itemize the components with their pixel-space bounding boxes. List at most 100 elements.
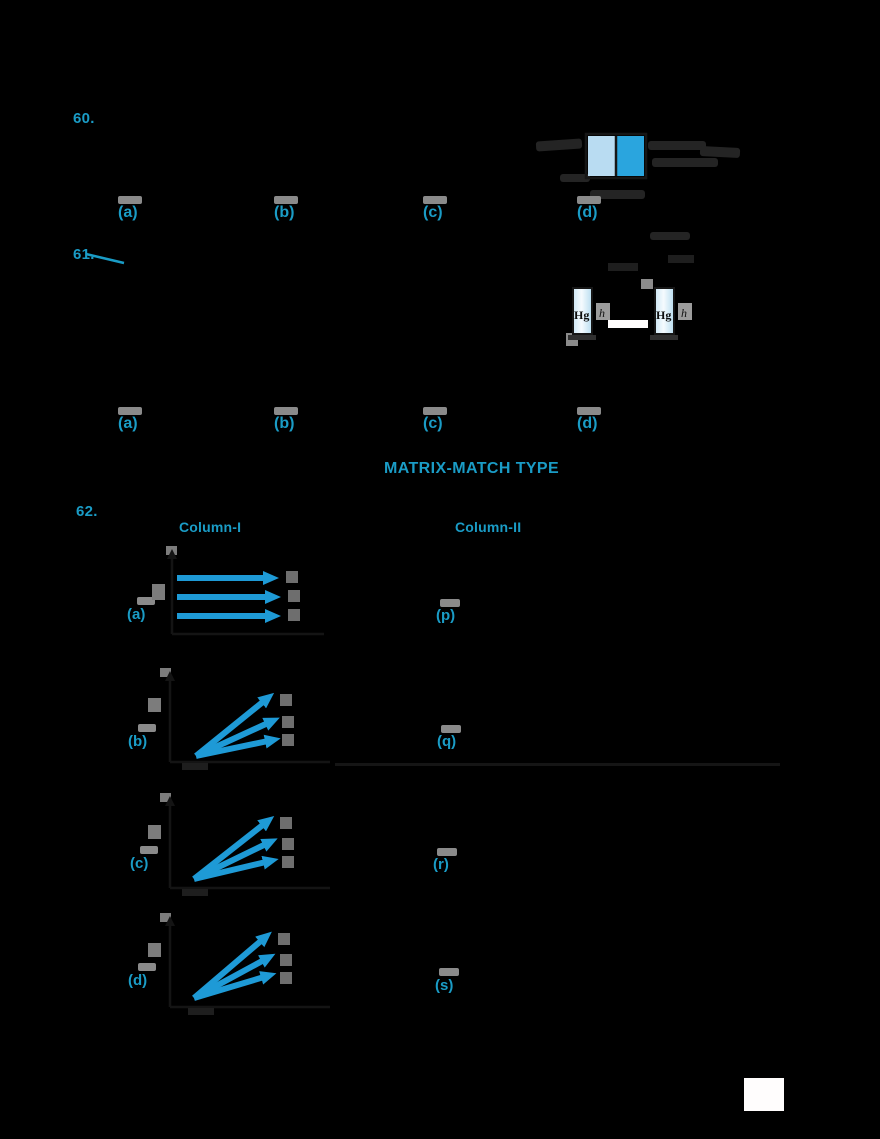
diagram-ghost xyxy=(148,825,161,839)
diagram-ghost xyxy=(282,734,294,746)
figure60-ghost-text xyxy=(652,158,718,167)
diagram-a-parallel-arrows xyxy=(152,546,324,636)
velocity-arrow xyxy=(194,692,275,759)
gas-chamber-right xyxy=(616,136,644,176)
barometer-ghost xyxy=(668,255,694,263)
diagram-ghost xyxy=(280,817,292,829)
section-header: MATRIX-MATCH TYPE xyxy=(384,460,560,477)
barometer-ghost-label xyxy=(641,279,653,289)
mercury-tube-a xyxy=(572,287,593,335)
diagram-ghost xyxy=(282,856,294,868)
diagram-ghost xyxy=(148,698,161,712)
problem-61-stray-mark xyxy=(85,252,125,265)
option-ghost-cap xyxy=(577,196,601,204)
match-left-b: (b) xyxy=(128,733,148,750)
velocity-arrow xyxy=(195,734,281,759)
match-right-r: (r) xyxy=(433,856,449,873)
match-left-c: (c) xyxy=(130,855,149,872)
match-ghost-cap xyxy=(138,963,156,971)
diagram-ghost xyxy=(282,838,294,850)
page-number-box xyxy=(744,1078,784,1111)
barometer-a-base xyxy=(568,335,596,340)
problem-60-option-a: (a) xyxy=(118,204,138,221)
mercury-label-b: Hg xyxy=(656,308,671,322)
diagram-ghost xyxy=(286,571,298,583)
diagram-ghost xyxy=(152,584,165,600)
match-ghost-cap xyxy=(140,846,158,854)
column-2-header: Column-II xyxy=(455,519,522,535)
diagram-ghost xyxy=(282,716,294,728)
barometer-divider-dash xyxy=(608,320,648,328)
diagram-ghost xyxy=(280,694,292,706)
match-ghost-cap xyxy=(138,724,156,732)
diagram-ghost xyxy=(160,668,171,677)
diagram-ghost xyxy=(278,933,290,945)
problem-61-option-c: (c) xyxy=(423,415,443,432)
match-right-p: (p) xyxy=(436,607,456,624)
figure60-ghost-text xyxy=(535,138,583,152)
match-ghost-cap xyxy=(440,599,460,607)
diagram-c-arrow-fan xyxy=(148,793,330,896)
figure60-ghost-text xyxy=(650,232,690,240)
height-label-a: h xyxy=(599,306,605,320)
problem-62-number: 62. xyxy=(76,503,98,520)
height-label-b: h xyxy=(681,306,687,320)
velocity-arrow xyxy=(192,815,275,882)
match-ghost-cap xyxy=(441,725,461,733)
match-right-s: (s) xyxy=(435,977,454,994)
height-tag-b xyxy=(678,303,692,320)
option-ghost-cap xyxy=(577,407,601,415)
option-ghost-cap xyxy=(274,196,298,204)
velocity-arrow xyxy=(193,971,277,1001)
match-ghost-cap xyxy=(437,848,457,856)
gas-chamber-border xyxy=(584,132,648,180)
figure60-ghost-text xyxy=(648,141,706,150)
problem-60-number: 60. xyxy=(73,110,95,127)
option-ghost-cap xyxy=(274,407,298,415)
problem-61-number: 61. xyxy=(73,246,95,263)
problem-61-option-d: (d) xyxy=(577,415,598,432)
axis-arrowhead xyxy=(165,796,175,806)
ghost-rule-line xyxy=(335,763,780,766)
gas-chamber-left xyxy=(588,136,616,176)
diagram-ghost xyxy=(288,590,300,602)
gas-chambers-figure xyxy=(584,132,648,180)
option-ghost-cap xyxy=(423,196,447,204)
match-left-a: (a) xyxy=(127,606,146,623)
option-ghost-cap xyxy=(118,196,142,204)
diagram-d-arrow-fan xyxy=(148,913,330,1015)
match-right-q: (q) xyxy=(437,733,457,750)
match-ghost-cap xyxy=(137,597,155,605)
axis-arrowhead xyxy=(165,916,175,926)
column-1-header: Column-I xyxy=(179,519,242,535)
figure60-ghost-text xyxy=(560,174,590,182)
figure60-ghost-text xyxy=(590,190,645,199)
axis-arrowhead xyxy=(165,671,175,681)
diagram-ghost xyxy=(280,954,292,966)
mercury-label-a: Hg xyxy=(574,308,589,322)
option-ghost-cap xyxy=(423,407,447,415)
diagram-ghost xyxy=(188,1008,214,1015)
option-ghost-cap xyxy=(118,407,142,415)
barometer-b-base xyxy=(650,335,678,340)
problem-61-option-b: (b) xyxy=(274,415,295,432)
diagram-ghost xyxy=(288,609,300,621)
problem-60-option-b: (b) xyxy=(274,204,295,221)
diagram-ghost xyxy=(148,943,161,957)
problem-60-option-d: (d) xyxy=(577,204,598,221)
diagram-ghost xyxy=(182,889,208,896)
height-tag-a xyxy=(596,303,610,320)
diagram-ghost xyxy=(160,793,171,802)
axis-arrowhead xyxy=(167,549,177,559)
problem-61-option-a: (a) xyxy=(118,415,138,432)
mercury-tube-b xyxy=(654,287,675,335)
diagram-ghost xyxy=(160,913,171,922)
problem-60-option-c: (c) xyxy=(423,204,443,221)
match-ghost-cap xyxy=(439,968,459,976)
barometers-figure: Hg h Hg h xyxy=(566,255,694,346)
diagram-ghost xyxy=(280,972,292,984)
diagram-ghost xyxy=(182,763,208,770)
figure60-ghost-text xyxy=(699,145,741,159)
barometer-ghost xyxy=(608,263,638,271)
